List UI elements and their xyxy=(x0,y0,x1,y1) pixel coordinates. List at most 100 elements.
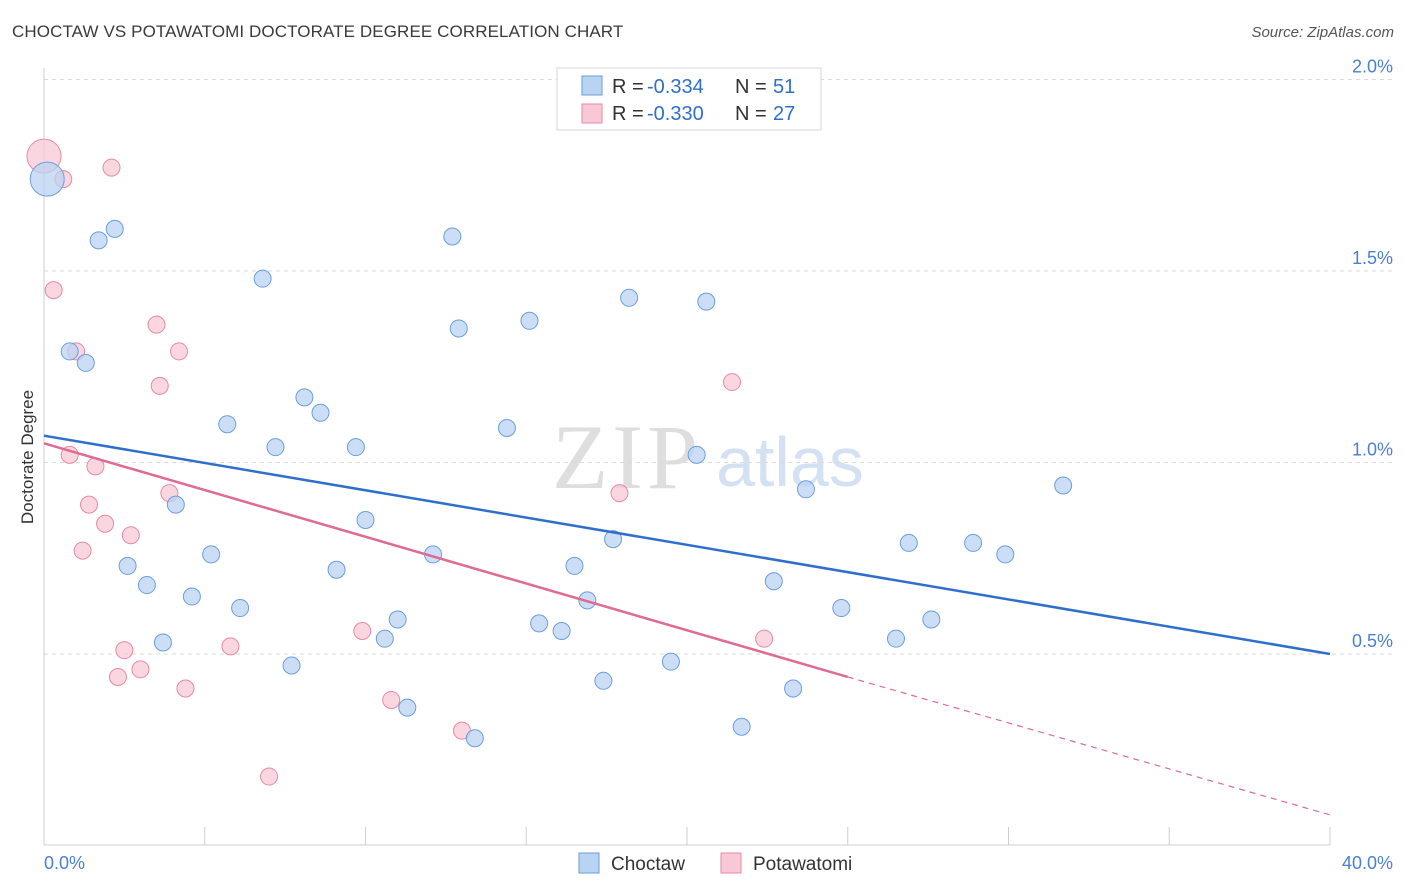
choctaw-point xyxy=(29,161,65,197)
legend-potawatomi-swatch xyxy=(720,852,742,874)
choctaw-point xyxy=(996,545,1015,564)
choctaw-point xyxy=(443,227,462,246)
potawatomi-point xyxy=(723,373,742,392)
choctaw-point xyxy=(732,717,751,736)
potawatomi-r-label: R = xyxy=(612,103,644,125)
choctaw-point xyxy=(253,269,272,288)
series-legend: Choctaw Potawatomi xyxy=(578,852,852,875)
potawatomi-n-value: 27 xyxy=(773,103,795,125)
potawatomi-point xyxy=(150,376,169,395)
choctaw-point xyxy=(604,530,623,549)
choctaw-point xyxy=(465,729,484,748)
potawatomi-point xyxy=(147,315,166,334)
choctaw-point xyxy=(697,292,716,311)
potawatomi-point xyxy=(131,660,150,679)
choctaw-r-label: R = xyxy=(612,76,644,98)
choctaw-point xyxy=(231,599,250,618)
choctaw-point xyxy=(375,629,394,648)
x-axis-ticks xyxy=(204,827,1331,845)
choctaw-point xyxy=(449,319,468,338)
choctaw-point xyxy=(182,587,201,606)
choctaw-point xyxy=(832,599,851,618)
stats-legend: R = -0.334 N = 51 R = -0.330 N = 27 xyxy=(556,67,822,131)
gridlines xyxy=(44,79,1392,655)
legend-choctaw-swatch xyxy=(578,852,600,874)
choctaw-point xyxy=(784,679,803,698)
potawatomi-point xyxy=(382,690,401,709)
choctaw-point xyxy=(356,510,375,529)
choctaw-point xyxy=(118,556,137,575)
choctaw-point xyxy=(964,533,983,552)
choctaw-point xyxy=(327,560,346,579)
source-attribution: Source: ZipAtlas.com xyxy=(1251,24,1394,41)
potawatomi-point xyxy=(170,342,189,361)
choctaw-n-label: N = xyxy=(735,76,767,98)
choctaw-point xyxy=(282,656,301,675)
choctaw-point xyxy=(497,419,516,438)
choctaw-point xyxy=(661,652,680,671)
potawatomi-point xyxy=(260,767,279,786)
potawatomi-point xyxy=(108,667,127,686)
choctaw-point xyxy=(620,288,639,307)
potawatomi-point xyxy=(44,281,63,300)
choctaw-point xyxy=(1054,476,1073,495)
choctaw-point xyxy=(346,438,365,457)
choctaw-point xyxy=(899,533,918,552)
choctaw-point xyxy=(594,671,613,690)
choctaw-point xyxy=(388,610,407,629)
scatter-points xyxy=(26,138,1073,786)
choctaw-point xyxy=(311,403,330,422)
choctaw-point xyxy=(166,495,185,514)
potawatomi-point xyxy=(102,158,121,177)
choctaw-point xyxy=(137,576,156,595)
choctaw-point xyxy=(565,556,584,575)
choctaw-point xyxy=(218,415,237,434)
potawatomi-trend-line xyxy=(43,442,849,679)
y-tick-label: 2.0% xyxy=(1352,57,1393,77)
choctaw-point xyxy=(687,445,706,464)
y-tick-label: 1.0% xyxy=(1352,440,1393,460)
potawatomi-point xyxy=(755,629,774,648)
potawatomi-point xyxy=(73,541,92,560)
potawatomi-point xyxy=(115,641,134,660)
choctaw-point xyxy=(886,629,905,648)
choctaw-r-value: -0.334 xyxy=(647,76,704,98)
choctaw-point xyxy=(266,438,285,457)
y-tick-label: 0.5% xyxy=(1352,631,1393,651)
y-axis-label: Doctorate Degree xyxy=(18,390,37,524)
potawatomi-point xyxy=(221,637,240,656)
choctaw-point xyxy=(552,622,571,641)
potawatomi-point xyxy=(80,495,99,514)
potawatomi-point xyxy=(176,679,195,698)
choctaw-point xyxy=(764,572,783,591)
choctaw-point xyxy=(76,353,95,372)
choctaw-point xyxy=(202,545,221,564)
potawatomi-point xyxy=(121,526,140,545)
y-tick-labels: 0.5% 1.0% 1.5% 2.0% xyxy=(1352,57,1393,652)
choctaw-point xyxy=(89,231,108,250)
choctaw-point xyxy=(105,219,124,238)
y-tick-label: 1.5% xyxy=(1352,248,1393,268)
choctaw-point xyxy=(922,610,941,629)
potawatomi-legend-swatch xyxy=(581,103,603,124)
choctaw-trend-line xyxy=(43,434,1331,656)
potawatomi-trend-extension xyxy=(847,676,1331,816)
choctaw-point xyxy=(153,633,172,652)
trend-lines xyxy=(43,434,1331,816)
choctaw-legend-swatch xyxy=(581,75,603,96)
legend-choctaw-label: Choctaw xyxy=(611,854,685,875)
choctaw-point xyxy=(796,480,815,499)
choctaw-point xyxy=(60,342,79,361)
choctaw-point xyxy=(295,388,314,407)
potawatomi-n-label: N = xyxy=(735,103,767,125)
potawatomi-point xyxy=(96,514,115,533)
potawatomi-point xyxy=(610,484,629,503)
chart-title: CHOCTAW VS POTAWATOMI DOCTORATE DEGREE C… xyxy=(12,22,624,41)
choctaw-point xyxy=(520,311,539,330)
choctaw-point xyxy=(398,698,417,717)
potawatomi-point xyxy=(353,622,372,641)
x-tick-label-min: 0.0% xyxy=(44,853,85,873)
choctaw-point xyxy=(530,614,549,633)
x-tick-label-max: 40.0% xyxy=(1342,853,1393,873)
